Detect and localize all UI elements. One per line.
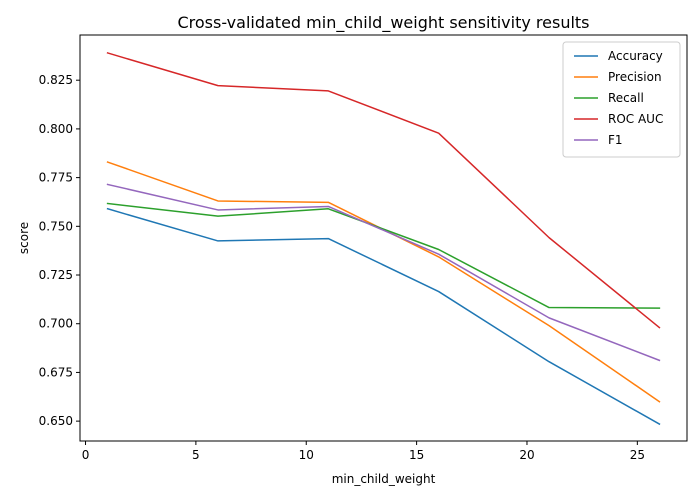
- x-tick-label-3: 15: [409, 448, 424, 462]
- y-tick-label-5: 0.775: [39, 171, 73, 185]
- y-axis: 0.650 0.675 0.700 0.725 0.750 0.775 0.800 0.825: [39, 73, 80, 428]
- series-layer: [106, 51, 661, 426]
- x-tick-label-1: 5: [192, 448, 200, 462]
- legend-label-recall: Recall: [608, 91, 644, 105]
- y-tick-label-0: 0.650: [39, 414, 73, 428]
- x-tick-label-5: 25: [630, 448, 645, 462]
- legend-box: [562, 41, 681, 158]
- y-axis-label: score: [17, 222, 31, 254]
- y-tick-label-1: 0.675: [39, 365, 73, 379]
- x-tick-label-0: 0: [82, 448, 90, 462]
- y-tick-label-3: 0.725: [39, 268, 73, 282]
- series-line-precision: [106, 161, 661, 403]
- legend-label-accuracy: Accuracy: [608, 49, 663, 63]
- series-line-roc-auc: [106, 51, 661, 329]
- series-line-recall: [106, 202, 661, 309]
- x-tick-label-2: 10: [299, 448, 314, 462]
- legend-label-f1: F1: [608, 133, 623, 147]
- y-tick-label-7: 0.825: [39, 73, 73, 87]
- y-tick-label-6: 0.800: [39, 122, 73, 136]
- legend: Accuracy Precision Recall ROC AUC F1: [562, 41, 681, 158]
- x-tick-label-4: 20: [519, 448, 534, 462]
- plot-area: 0 5 10 15 20 25 0.650 0.675 0.700 0.725 0.750 0.77…: [39, 34, 688, 462]
- series-line-f1: [106, 183, 661, 362]
- x-axis: 0 5 10 15 20 25: [82, 441, 645, 462]
- series-line-accuracy: [106, 207, 661, 426]
- x-axis-label: min_child_weight: [332, 472, 436, 486]
- chart-title: Cross-validated min_child_weight sensiti…: [177, 13, 589, 33]
- y-tick-label-2: 0.700: [39, 317, 73, 331]
- y-tick-label-4: 0.750: [39, 219, 73, 233]
- legend-label-roc-auc: ROC AUC: [608, 112, 663, 126]
- legend-label-precision: Precision: [608, 70, 662, 84]
- plot-frame: [79, 34, 688, 442]
